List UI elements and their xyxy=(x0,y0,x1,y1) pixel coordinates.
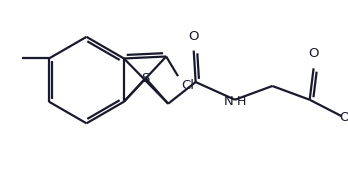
Text: N: N xyxy=(224,95,234,108)
Text: H: H xyxy=(237,95,246,108)
Text: O: O xyxy=(339,111,348,124)
Text: O: O xyxy=(308,47,319,60)
Text: S: S xyxy=(141,72,150,85)
Text: Cl: Cl xyxy=(181,80,194,93)
Text: O: O xyxy=(189,30,199,43)
